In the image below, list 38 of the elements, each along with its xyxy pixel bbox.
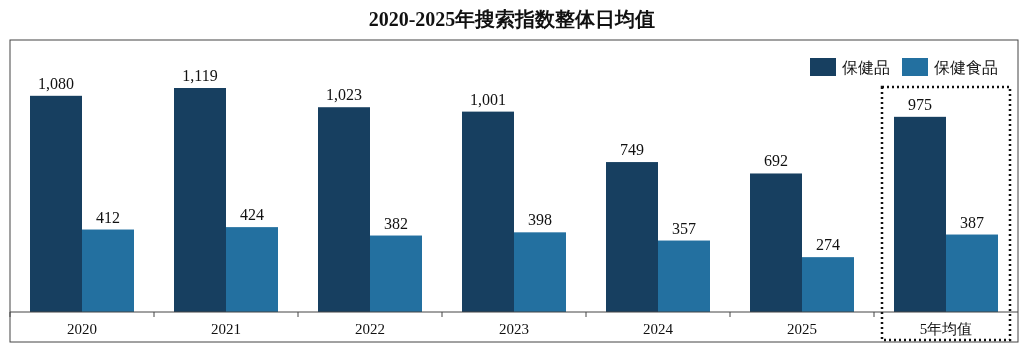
data-label: 382 xyxy=(384,214,408,232)
data-label: 357 xyxy=(672,219,696,237)
bar xyxy=(226,227,278,312)
x-tick-label: 2020 xyxy=(67,321,97,337)
bar xyxy=(894,116,946,312)
bar xyxy=(802,257,854,312)
bar xyxy=(606,162,658,312)
x-tick-label: 2025 xyxy=(787,321,817,337)
data-label: 274 xyxy=(816,236,840,254)
bar xyxy=(318,107,370,312)
data-label: 1,023 xyxy=(326,86,362,104)
data-label: 975 xyxy=(908,95,932,113)
data-label: 412 xyxy=(96,208,120,226)
chart-title: 2020-2025年搜索指数整体日均值 xyxy=(368,8,656,30)
bar xyxy=(946,234,998,312)
x-tick-label: 2021 xyxy=(211,321,241,337)
x-tick-label: 2024 xyxy=(643,321,674,337)
bar xyxy=(82,229,134,312)
data-label: 692 xyxy=(764,152,788,170)
x-tick-label: 2022 xyxy=(355,321,385,337)
data-label: 398 xyxy=(528,211,552,229)
data-label: 387 xyxy=(960,213,984,231)
bar xyxy=(462,111,514,312)
data-label: 1,080 xyxy=(38,74,74,92)
data-label: 424 xyxy=(240,206,264,224)
x-tick-label: 2023 xyxy=(499,321,529,337)
bar xyxy=(750,173,802,312)
bar xyxy=(174,88,226,312)
bar xyxy=(658,240,710,312)
bar xyxy=(514,232,566,312)
bar xyxy=(30,95,82,312)
bar xyxy=(370,235,422,312)
data-label: 749 xyxy=(620,141,644,159)
legend-label: 保健品 xyxy=(842,59,890,76)
x-tick-label: 5年均值 xyxy=(919,321,973,337)
legend-label: 保健食品 xyxy=(934,59,998,76)
data-label: 1,119 xyxy=(182,67,218,84)
data-label: 1,001 xyxy=(470,90,506,108)
